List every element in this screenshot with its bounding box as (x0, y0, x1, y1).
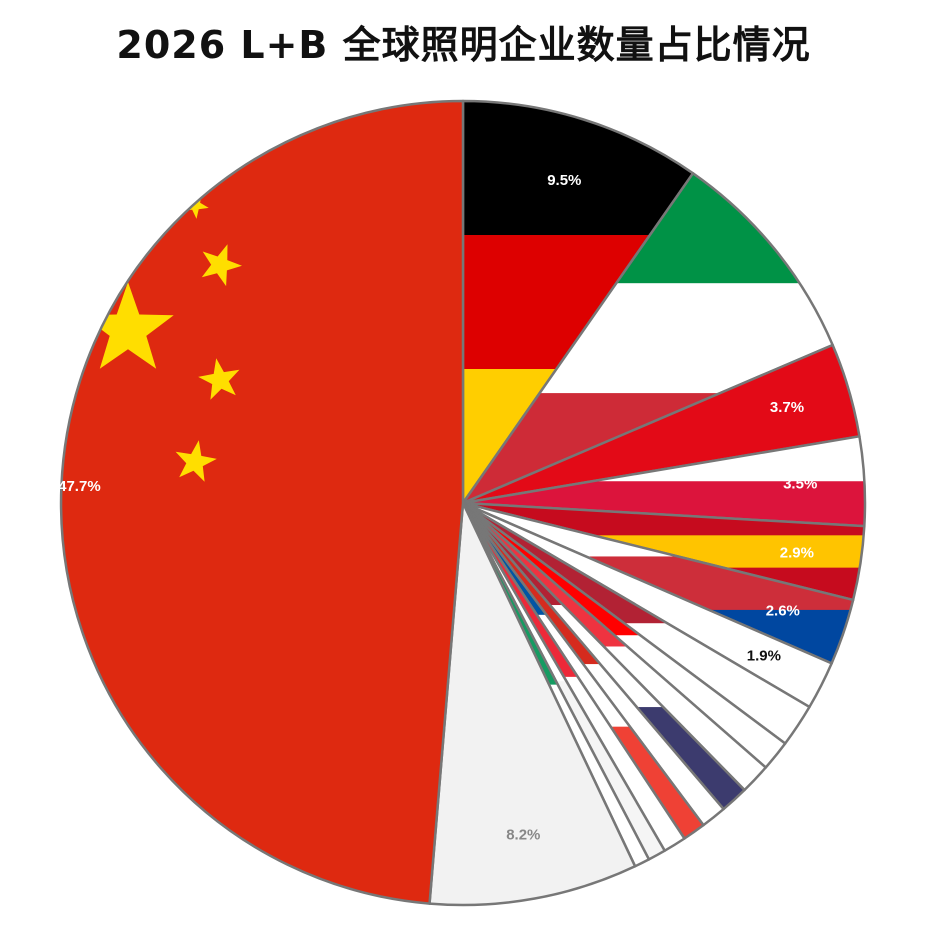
chart-title: 2026 L+B 全球照明企业数量占比情况 (116, 23, 811, 67)
slice-data-label: 47.7% (58, 478, 101, 495)
slice-data-label: 1.7% (727, 681, 761, 698)
star-icon (198, 358, 240, 400)
star-icon (201, 244, 242, 287)
pie-slice (461, 172, 834, 505)
slice-data-label: 1.9% (747, 647, 781, 664)
pie-slice (59, 99, 465, 905)
star-icon (82, 282, 174, 369)
pie-slice (428, 501, 637, 907)
pie-slice (461, 99, 695, 505)
slice-data-label: 3.7% (770, 399, 804, 416)
slice-data-label: 2.9% (780, 545, 814, 562)
slice-data-label: 8.2% (506, 826, 540, 843)
slice-data-label: 3.5% (783, 476, 817, 493)
slice-data-label: 9.5% (547, 172, 581, 189)
star-icon (175, 440, 217, 482)
slice-data-label: 8.7% (708, 281, 742, 298)
slice-data-label: 2.6% (766, 602, 800, 619)
